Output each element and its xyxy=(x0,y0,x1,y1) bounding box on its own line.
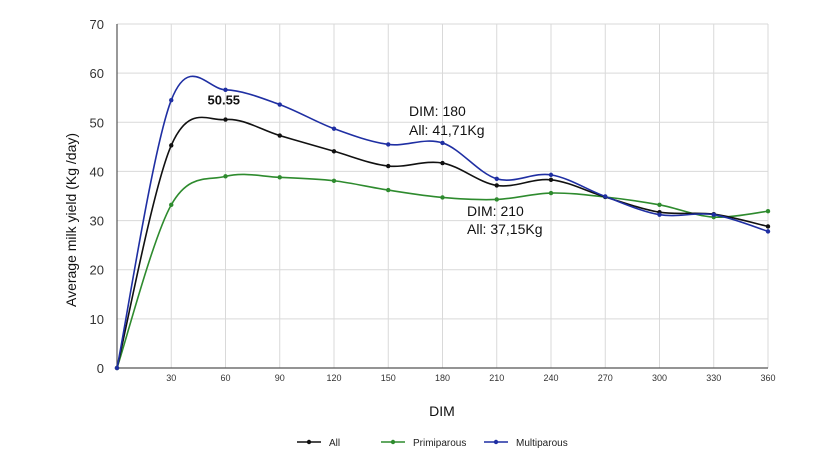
data-point-primiparous xyxy=(440,195,445,200)
data-point-all xyxy=(169,143,174,148)
legend-label-primiparous: Primiparous xyxy=(413,438,466,449)
data-point-multiparous xyxy=(277,102,282,107)
data-point-all xyxy=(386,163,391,169)
data-point-all xyxy=(223,117,228,122)
x-tick-label: 120 xyxy=(326,373,341,383)
annotation-dim-180: DIM: 180 xyxy=(409,103,466,119)
legend-marker-primiparous xyxy=(390,439,396,445)
annotation-peak: 50.55 xyxy=(208,93,241,108)
data-point-multiparous xyxy=(114,365,120,371)
y-tick-label: 10 xyxy=(90,312,104,327)
data-point-multiparous xyxy=(548,172,554,178)
data-point-all xyxy=(494,183,499,188)
x-tick-label: 240 xyxy=(543,373,558,383)
data-point-multiparous xyxy=(386,142,391,147)
y-tick-label: 40 xyxy=(90,164,104,179)
x-tick-label: 360 xyxy=(760,373,775,383)
x-tick-label: 300 xyxy=(652,373,667,383)
data-point-all xyxy=(331,149,337,154)
data-point-primiparous xyxy=(277,175,282,180)
data-point-multiparous xyxy=(440,140,445,146)
legend-label-all: All xyxy=(329,438,340,449)
data-point-multiparous xyxy=(603,194,608,199)
x-tick-label: 210 xyxy=(489,373,504,383)
annotation-dim-210: All: 37,15Kg xyxy=(467,221,543,237)
series-line-multiparous xyxy=(116,75,769,369)
data-point-multiparous xyxy=(169,97,174,103)
axes xyxy=(116,24,768,369)
y-tick-label: 30 xyxy=(90,214,104,229)
y-tick-label: 70 xyxy=(90,17,104,32)
y-tick-labels: 0 10 20 30 40 50 60 70 xyxy=(90,17,104,376)
legend-marker-multiparous xyxy=(493,439,499,445)
x-tick-label: 30 xyxy=(166,373,176,383)
y-tick-label: 60 xyxy=(90,66,104,81)
legend-marker-all xyxy=(306,439,312,445)
data-point-multiparous xyxy=(223,87,228,93)
x-tick-label: 90 xyxy=(275,373,285,383)
annotation-dim-210: DIM: 210 xyxy=(467,203,524,219)
data-point-primiparous xyxy=(169,202,174,208)
annotations: 50.55 DIM: 180 All: 41,71Kg DIM: 210 All: 37… xyxy=(208,93,543,237)
data-point-primiparous xyxy=(386,187,391,193)
data-point-multiparous xyxy=(331,126,337,131)
y-tick-label: 50 xyxy=(90,115,104,130)
data-point-all xyxy=(548,177,554,182)
data-point-multiparous xyxy=(765,229,771,234)
data-point-multiparous xyxy=(711,212,716,217)
data-point-multiparous xyxy=(657,212,662,217)
x-tick-label: 270 xyxy=(598,373,613,383)
y-axis-title: Average milk yield (Kg /day) xyxy=(63,133,79,307)
data-point-primiparous xyxy=(548,190,554,196)
legend-label-multiparous: Multiparous xyxy=(516,438,568,449)
data-point-multiparous xyxy=(494,176,499,181)
x-tick-label: 60 xyxy=(220,373,230,383)
x-tick-label: 150 xyxy=(381,373,396,383)
y-tick-label: 20 xyxy=(90,263,104,278)
data-point-primiparous xyxy=(765,209,771,214)
data-point-all xyxy=(277,133,282,138)
series-points xyxy=(114,87,771,371)
x-tick-labels: 30 60 90 120 150 180 210 240 270 300 330 360 xyxy=(166,373,775,383)
data-point-primiparous xyxy=(223,174,228,179)
data-point-primiparous xyxy=(494,197,499,202)
data-point-primiparous xyxy=(657,202,662,208)
series-line-all xyxy=(116,116,769,369)
data-point-all xyxy=(765,224,771,229)
x-tick-label: 180 xyxy=(435,373,450,383)
legend: All Primiparous Multiparous xyxy=(297,438,568,449)
data-point-primiparous xyxy=(331,178,337,183)
x-tick-label: 330 xyxy=(706,373,721,383)
annotation-dim-180: All: 41,71Kg xyxy=(409,122,485,138)
y-tick-label: 0 xyxy=(97,361,104,376)
data-point-all xyxy=(440,160,445,166)
x-axis-title: DIM xyxy=(429,403,455,419)
